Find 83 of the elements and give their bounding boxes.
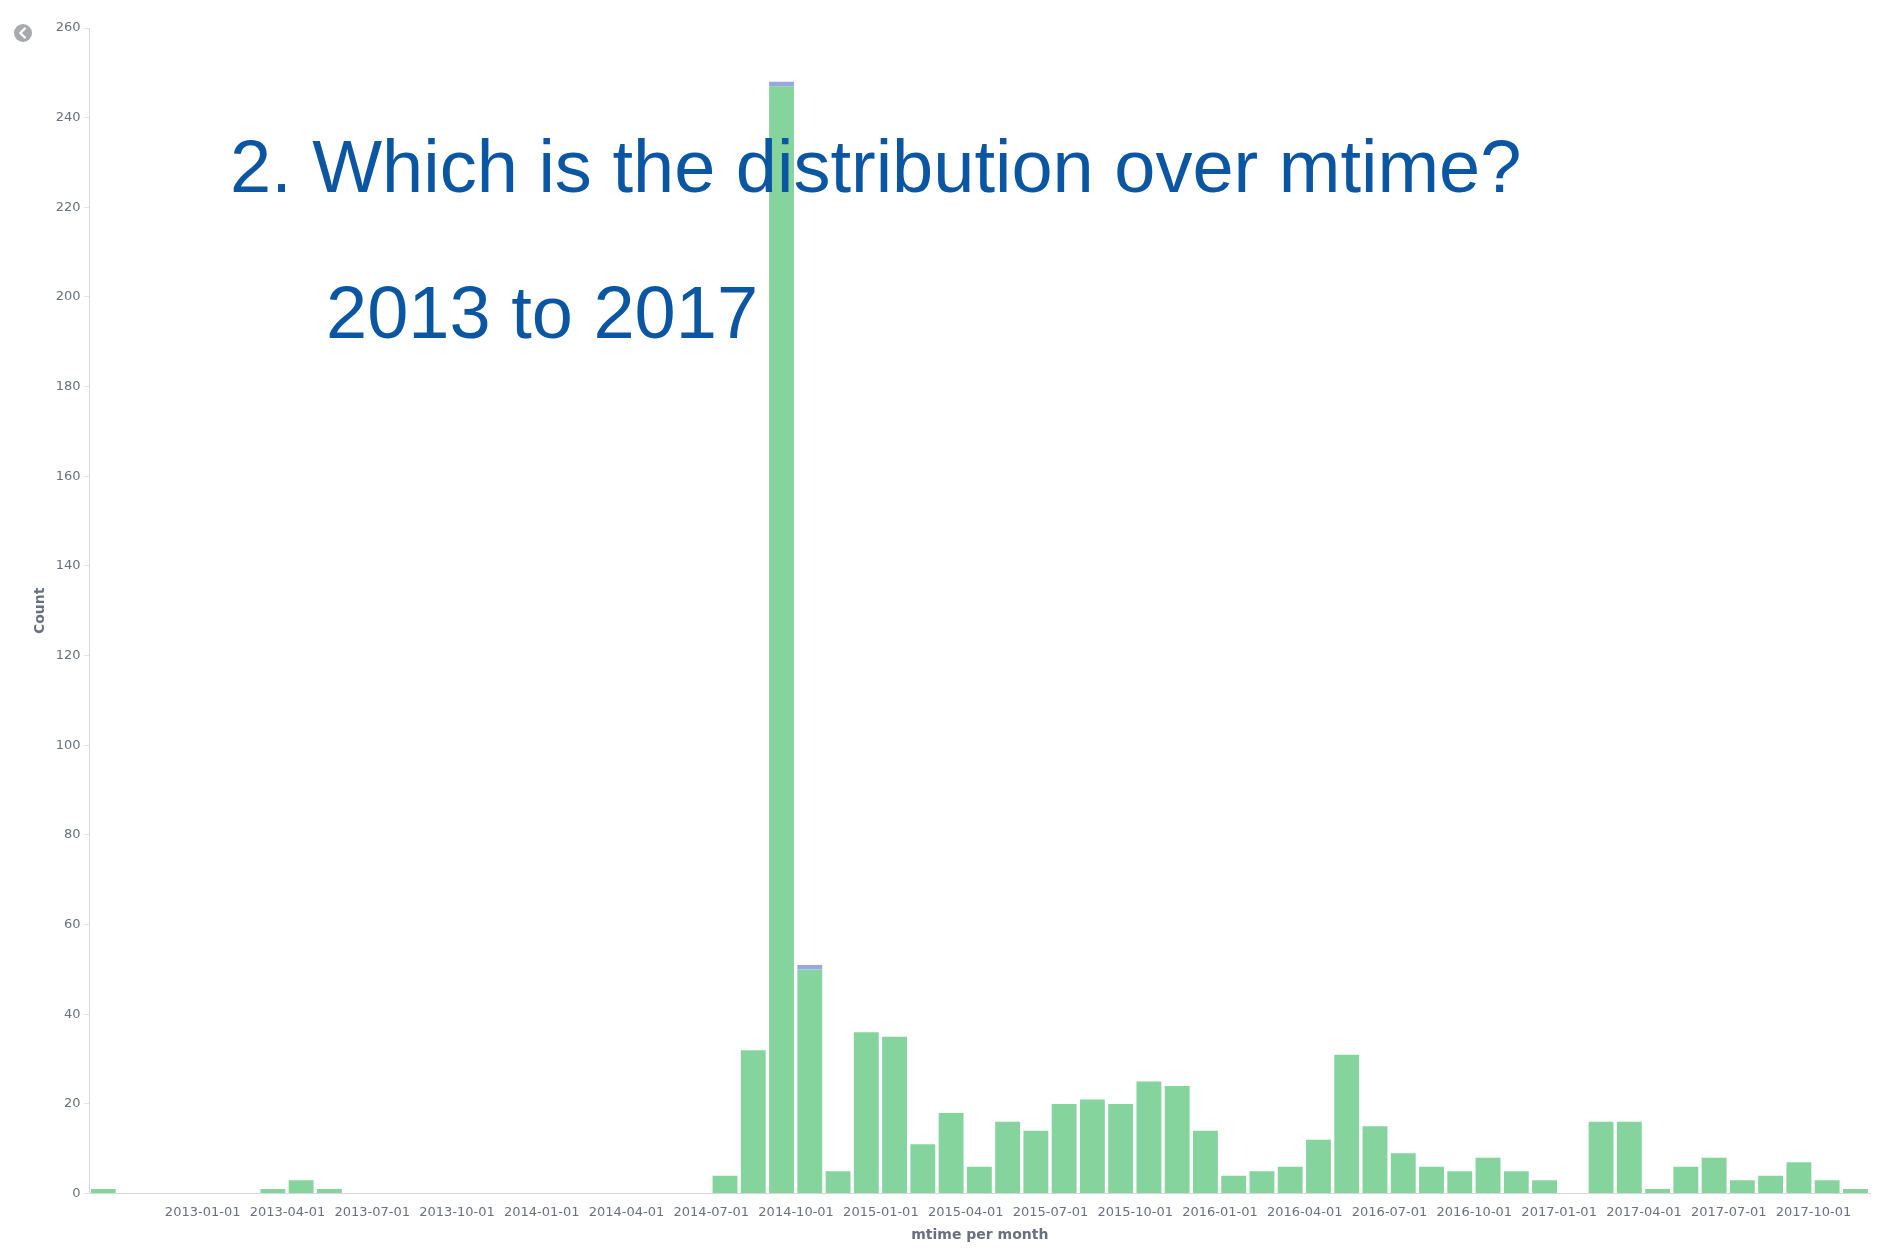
bar xyxy=(1164,1086,1190,1194)
x-tick-label: 2015-01-01 xyxy=(843,1203,919,1219)
x-tick-label: 2016-01-01 xyxy=(1182,1203,1258,1219)
bar xyxy=(1447,1171,1473,1194)
x-axis-title: mtime per month xyxy=(911,1226,1049,1243)
bar xyxy=(1842,1189,1868,1194)
bar xyxy=(910,1144,936,1194)
y-tick-label: 80 xyxy=(64,826,81,842)
y-tick-label: 60 xyxy=(64,915,81,931)
bar xyxy=(1079,1099,1105,1194)
bar xyxy=(1390,1153,1416,1194)
x-tick-label: 2016-07-01 xyxy=(1351,1203,1428,1219)
bar xyxy=(316,1189,342,1194)
x-tick-label: 2016-10-01 xyxy=(1436,1203,1513,1219)
bar xyxy=(1503,1171,1529,1194)
x-tick-label: 2013-10-01 xyxy=(419,1203,495,1219)
bar xyxy=(995,1121,1021,1194)
y-tick-label: 40 xyxy=(64,1005,81,1021)
bar xyxy=(1221,1175,1247,1194)
x-tick-label: 2014-01-01 xyxy=(503,1203,580,1219)
x-tick-label: 2017-07-01 xyxy=(1690,1203,1767,1219)
x-tick-label: 2014-07-01 xyxy=(673,1203,750,1219)
bar xyxy=(1475,1157,1501,1194)
text: 2. Which is the distribution over mtime? xyxy=(230,125,1522,208)
x-tick-label: 2014-04-01 xyxy=(588,1203,665,1219)
y-tick-label: 120 xyxy=(55,647,81,663)
bar xyxy=(1673,1166,1699,1194)
bar xyxy=(853,1032,879,1194)
bar xyxy=(797,964,823,970)
x-tick-label: 2017-10-01 xyxy=(1775,1203,1852,1219)
y-tick-label: 0 xyxy=(72,1184,81,1200)
bar xyxy=(1419,1166,1444,1194)
bar xyxy=(1306,1139,1331,1194)
bar xyxy=(1786,1162,1812,1194)
text: 2013 to 2017 xyxy=(326,271,759,354)
y-tick-label: 240 xyxy=(55,109,81,125)
x-tick-label: 2013-07-01 xyxy=(334,1203,410,1219)
x-tick-label: 2017-01-01 xyxy=(1521,1203,1597,1219)
y-tick-label: 260 xyxy=(55,19,81,35)
bar xyxy=(1193,1130,1218,1194)
y-axis-title: Count xyxy=(31,587,48,635)
bar xyxy=(1362,1126,1388,1194)
bar xyxy=(1277,1166,1303,1194)
y-tick-label: 180 xyxy=(55,378,81,394)
bar xyxy=(260,1189,286,1194)
x-tick-label: 2013-04-01 xyxy=(249,1203,326,1219)
bar xyxy=(882,1036,908,1194)
x-tick-label: 2015-07-01 xyxy=(1012,1203,1089,1219)
bar xyxy=(1051,1103,1077,1194)
bar xyxy=(938,1112,964,1194)
bar xyxy=(90,1189,116,1194)
bar xyxy=(769,81,794,87)
y-tick-label: 140 xyxy=(55,557,81,573)
bar xyxy=(712,1175,738,1194)
bar xyxy=(288,1180,314,1194)
x-tick-label: 2016-04-01 xyxy=(1267,1203,1343,1219)
x-tick-label: 2013-01-01 xyxy=(164,1203,241,1219)
y-tick-label: 20 xyxy=(64,1095,81,1111)
bar xyxy=(1334,1054,1360,1194)
x-tick-label: 2017-04-01 xyxy=(1606,1203,1682,1219)
y-tick-label: 220 xyxy=(55,198,81,214)
bar xyxy=(825,1171,851,1194)
bar xyxy=(1729,1180,1755,1194)
y-tick-label: 100 xyxy=(55,736,81,752)
bar xyxy=(1814,1180,1840,1194)
bar xyxy=(1136,1081,1162,1194)
bar xyxy=(1701,1157,1727,1194)
x-tick-label: 2015-04-01 xyxy=(927,1203,1004,1219)
bar xyxy=(797,969,823,1194)
x-tick-label: 2015-10-01 xyxy=(1097,1203,1174,1219)
bar xyxy=(1532,1180,1557,1194)
bar xyxy=(1616,1121,1642,1194)
bar xyxy=(1758,1175,1784,1194)
y-tick-label: 200 xyxy=(55,288,81,304)
bar xyxy=(1588,1121,1614,1194)
bar xyxy=(1645,1189,1671,1194)
bar xyxy=(1249,1171,1275,1194)
bar xyxy=(966,1166,992,1194)
bar xyxy=(740,1050,766,1194)
x-tick-label: 2014-10-01 xyxy=(758,1203,834,1219)
bar xyxy=(1023,1130,1049,1194)
y-tick-label: 160 xyxy=(55,467,81,483)
bar xyxy=(1108,1103,1134,1194)
